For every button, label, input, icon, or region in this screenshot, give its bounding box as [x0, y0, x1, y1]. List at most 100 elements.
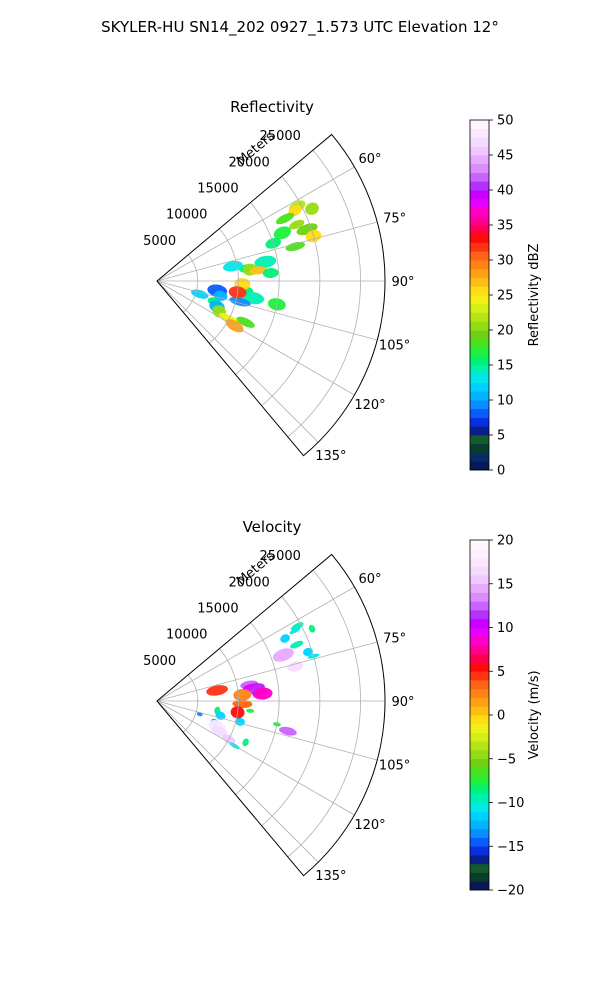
range-ring	[235, 622, 280, 795]
echo-point	[289, 627, 301, 635]
colorbar-segment	[470, 268, 489, 278]
radial-tick-label: 20000	[228, 155, 269, 170]
colorbar-segment	[470, 146, 489, 156]
echo-point	[287, 661, 304, 672]
azimuth-gridline	[156, 280, 355, 396]
figure-title: SKYLER-HU SN14_202 0927_1.573 UTC Elevat…	[101, 18, 499, 37]
azimuth-gridline	[156, 641, 378, 702]
colorbar-segment	[470, 557, 489, 567]
velocity-colorbar: −20 −15 −10 −5 0 5 10 15 20 Velocity (m/s)	[469, 534, 542, 899]
echo-point	[232, 699, 253, 709]
colorbar-label: Velocity (m/s)	[527, 670, 542, 759]
radial-tick-label: 25000	[260, 129, 301, 144]
colorbar-tick-label: 5	[497, 429, 505, 444]
colorbar-tick-label: 20	[497, 324, 514, 339]
echo-layer	[196, 622, 320, 750]
sector-outline	[156, 553, 386, 877]
velocity-title: Velocity	[243, 518, 302, 536]
colorbar-segment	[470, 181, 489, 191]
colorbar-segment	[470, 391, 489, 401]
colorbar-segment	[470, 583, 489, 593]
azimuth-gridline	[156, 700, 319, 863]
colorbar-segment	[470, 295, 489, 305]
colorbar-tick-label: 30	[497, 254, 514, 269]
radial-tick-label: 10000	[166, 628, 207, 643]
colorbar-tick-label: −5	[497, 752, 516, 767]
colorbar-segment	[470, 172, 489, 182]
colorbar-segment	[470, 645, 489, 655]
colorbar-segment	[470, 785, 489, 795]
colorbar-segment	[470, 863, 489, 873]
colorbar-segment	[470, 417, 489, 427]
echo-point	[305, 202, 319, 215]
range-ring	[235, 202, 280, 375]
colorbar-segment	[470, 382, 489, 392]
colorbar-segment	[470, 312, 489, 322]
azimuth-tick-label: 60°	[358, 152, 381, 167]
colorbar-segment	[470, 365, 489, 375]
colorbar-segment	[470, 242, 489, 252]
colorbar-segment	[470, 811, 489, 821]
colorbar-segment	[470, 443, 489, 453]
colorbar-segment	[470, 303, 489, 313]
colorbar-segment	[470, 286, 489, 296]
colorbar-segment	[470, 618, 489, 628]
colorbar-tick-label: 45	[497, 149, 514, 164]
azimuth-tick-label: 60°	[358, 572, 381, 587]
colorbar-segment	[470, 601, 489, 611]
echo-point	[272, 648, 294, 662]
echo-point	[262, 267, 279, 279]
azimuth-gridline	[156, 166, 355, 282]
colorbar-segment	[470, 706, 489, 716]
colorbar-segment	[470, 566, 489, 576]
azimuth-gridline	[156, 280, 319, 443]
colorbar-segment	[470, 155, 489, 165]
velocity-panel: Velocity 5000 10000 15000 20000 25000 60° 75° 9…	[143, 518, 542, 899]
colorbar-tick-label: 50	[497, 114, 514, 129]
range-ring	[209, 228, 239, 344]
colorbar-segment	[470, 548, 489, 558]
azimuth-tick-label: 75°	[383, 631, 406, 646]
echo-point	[308, 624, 316, 633]
colorbar-segment	[470, 802, 489, 812]
colorbar-segment	[470, 338, 489, 348]
colorbar-segment	[470, 592, 489, 602]
azimuth-tick-label: 135°	[315, 449, 346, 464]
range-ring	[261, 176, 321, 407]
colorbar-segment	[470, 540, 489, 550]
echo-point	[254, 255, 277, 269]
range-ring	[261, 596, 321, 827]
range-ring	[209, 648, 239, 764]
colorbar-tick-label: 5	[497, 665, 505, 680]
colorbar-tick-label: 20	[497, 534, 514, 549]
echo-point	[280, 634, 290, 643]
range-ring	[287, 149, 361, 438]
echo-point	[289, 219, 305, 230]
colorbar-segment	[470, 837, 489, 847]
reflectivity-title: Reflectivity	[230, 98, 314, 116]
echo-point	[249, 266, 268, 275]
radial-tick-label: 25000	[260, 549, 301, 564]
echo-point	[229, 296, 251, 307]
colorbar-segment	[470, 750, 489, 760]
radial-tick-label: 15000	[197, 182, 238, 197]
colorbar-tick-label: 35	[497, 219, 514, 234]
azimuth-tick-label: 90°	[391, 695, 414, 710]
colorbar-segment	[470, 128, 489, 138]
range-ring	[287, 569, 361, 858]
azimuth-gridline	[156, 700, 378, 761]
echo-point	[236, 316, 255, 328]
colorbar-segment	[470, 653, 489, 663]
colorbar-segment	[470, 233, 489, 243]
colorbar-segment	[470, 846, 489, 856]
azimuth-gridline	[156, 280, 378, 341]
colorbar-segment	[470, 688, 489, 698]
echo-point	[290, 640, 304, 649]
colorbar-segment	[470, 321, 489, 331]
reflectivity-polar-plot: 5000 10000 15000 20000 25000 60° 75° 90° 105° 120…	[143, 129, 414, 464]
colorbar-segment	[470, 636, 489, 646]
azimuth-gridline	[156, 586, 355, 702]
colorbar-tick-label: −10	[497, 796, 524, 811]
azimuth-tick-label: 120°	[354, 818, 385, 833]
